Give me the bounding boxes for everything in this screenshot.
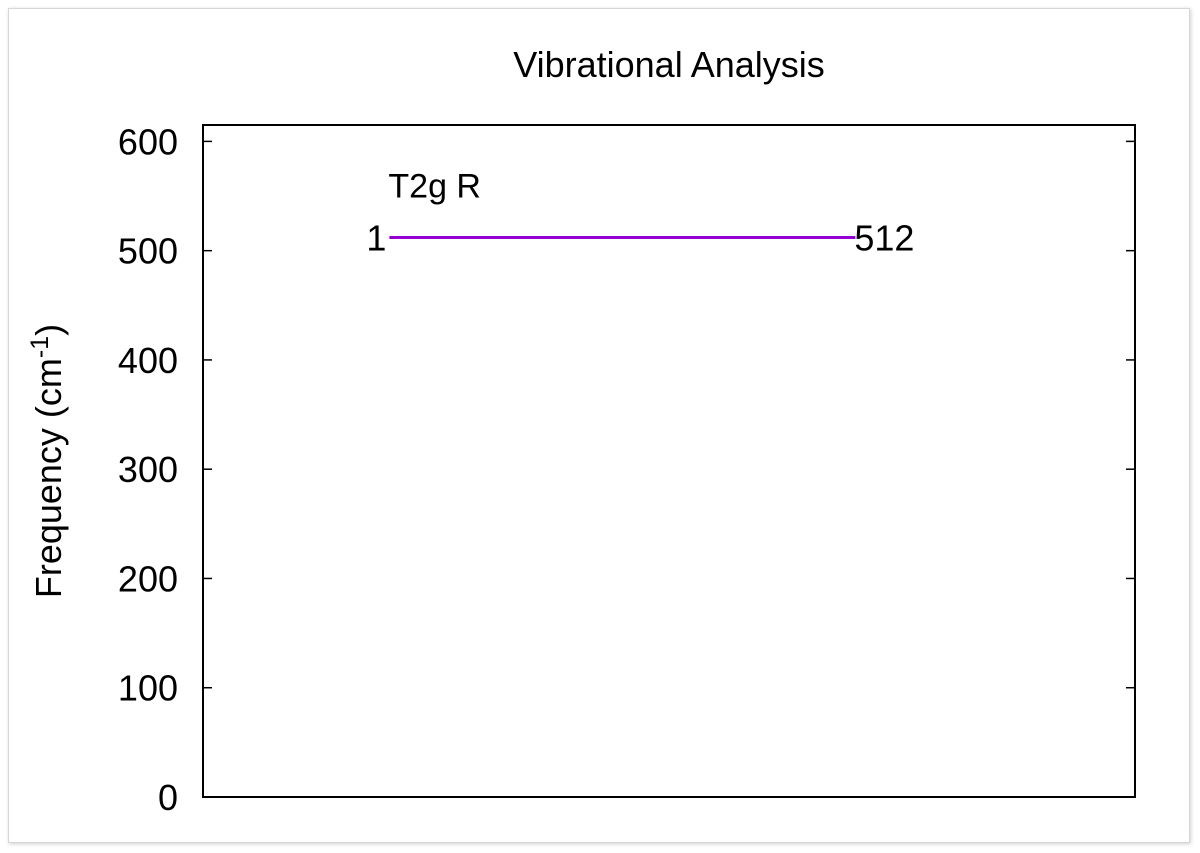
y-tick-label: 600 [118, 121, 178, 162]
y-axis-ticks [203, 140, 1135, 689]
chart-frame [8, 8, 1190, 843]
y-tick-label: 500 [118, 231, 178, 272]
y-tick-label: 100 [118, 668, 178, 709]
plot-area [202, 124, 1136, 798]
level-left-label: 1 [366, 218, 386, 259]
y-axis-label: Frequency (cm-1) [26, 324, 69, 598]
y-axis-label-main: Frequency (cm [28, 358, 69, 598]
level-right-label: 512 [854, 218, 914, 259]
y-tick-label: 300 [118, 449, 178, 490]
y-axis-label-close: ) [28, 324, 69, 336]
y-tick-label: 200 [118, 558, 178, 599]
chart-title: Vibrational Analysis [513, 44, 825, 85]
level-annotation: T2g R [388, 168, 481, 206]
energy-levels: 1 512 T2g R [366, 168, 914, 259]
y-tick-label: 0 [158, 777, 178, 818]
y-tick-label: 400 [118, 340, 178, 381]
y-axis-tick-labels: 0 100 200 300 400 500 600 [118, 121, 178, 818]
y-axis-label-superscript: -1 [26, 336, 54, 358]
